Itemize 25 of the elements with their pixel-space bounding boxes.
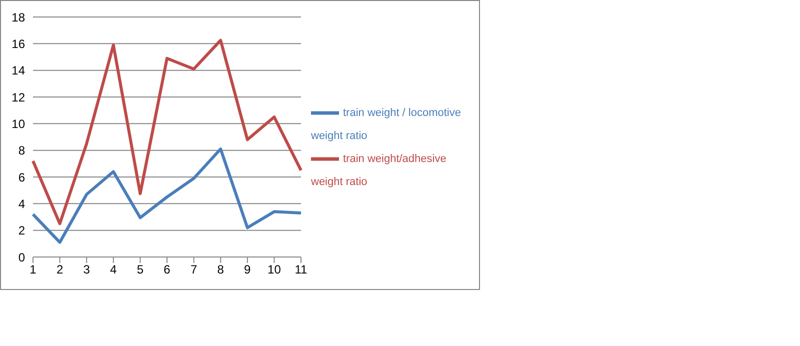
y-tick-label: 0: [18, 250, 26, 264]
y-tick-label: 8: [18, 144, 26, 158]
x-tick-label: 8: [217, 262, 224, 277]
legend-label: train weight / locomotive weight ratio: [311, 106, 461, 142]
line-series: [32, 38, 302, 226]
y-tick-label: 2: [18, 224, 26, 238]
y-tick-label: 14: [12, 64, 26, 78]
x-tick-label: 6: [164, 262, 171, 277]
x-tick-label: 2: [56, 262, 64, 277]
x-tick-label: 10: [268, 262, 282, 277]
x-tick-label: 3: [83, 262, 90, 277]
x-tick-label: 7: [190, 262, 198, 277]
x-tick-label: 11: [294, 262, 308, 277]
line-series: [32, 148, 302, 244]
y-tick-label: 10: [12, 116, 26, 131]
y-tick-label: 6: [18, 170, 26, 184]
y-tick-label: 4: [18, 196, 26, 211]
y-tick-label: 18: [12, 10, 26, 24]
y-tick-label: 16: [12, 36, 26, 51]
x-tick-label: 4: [110, 262, 118, 277]
y-tick-label: 12: [12, 90, 26, 104]
x-tick-label: 9: [244, 262, 252, 277]
x-tick-label: 5: [136, 262, 144, 277]
legend-label: train weight/adhesive weight ratio: [311, 152, 446, 188]
x-tick-label: 1: [30, 262, 37, 277]
